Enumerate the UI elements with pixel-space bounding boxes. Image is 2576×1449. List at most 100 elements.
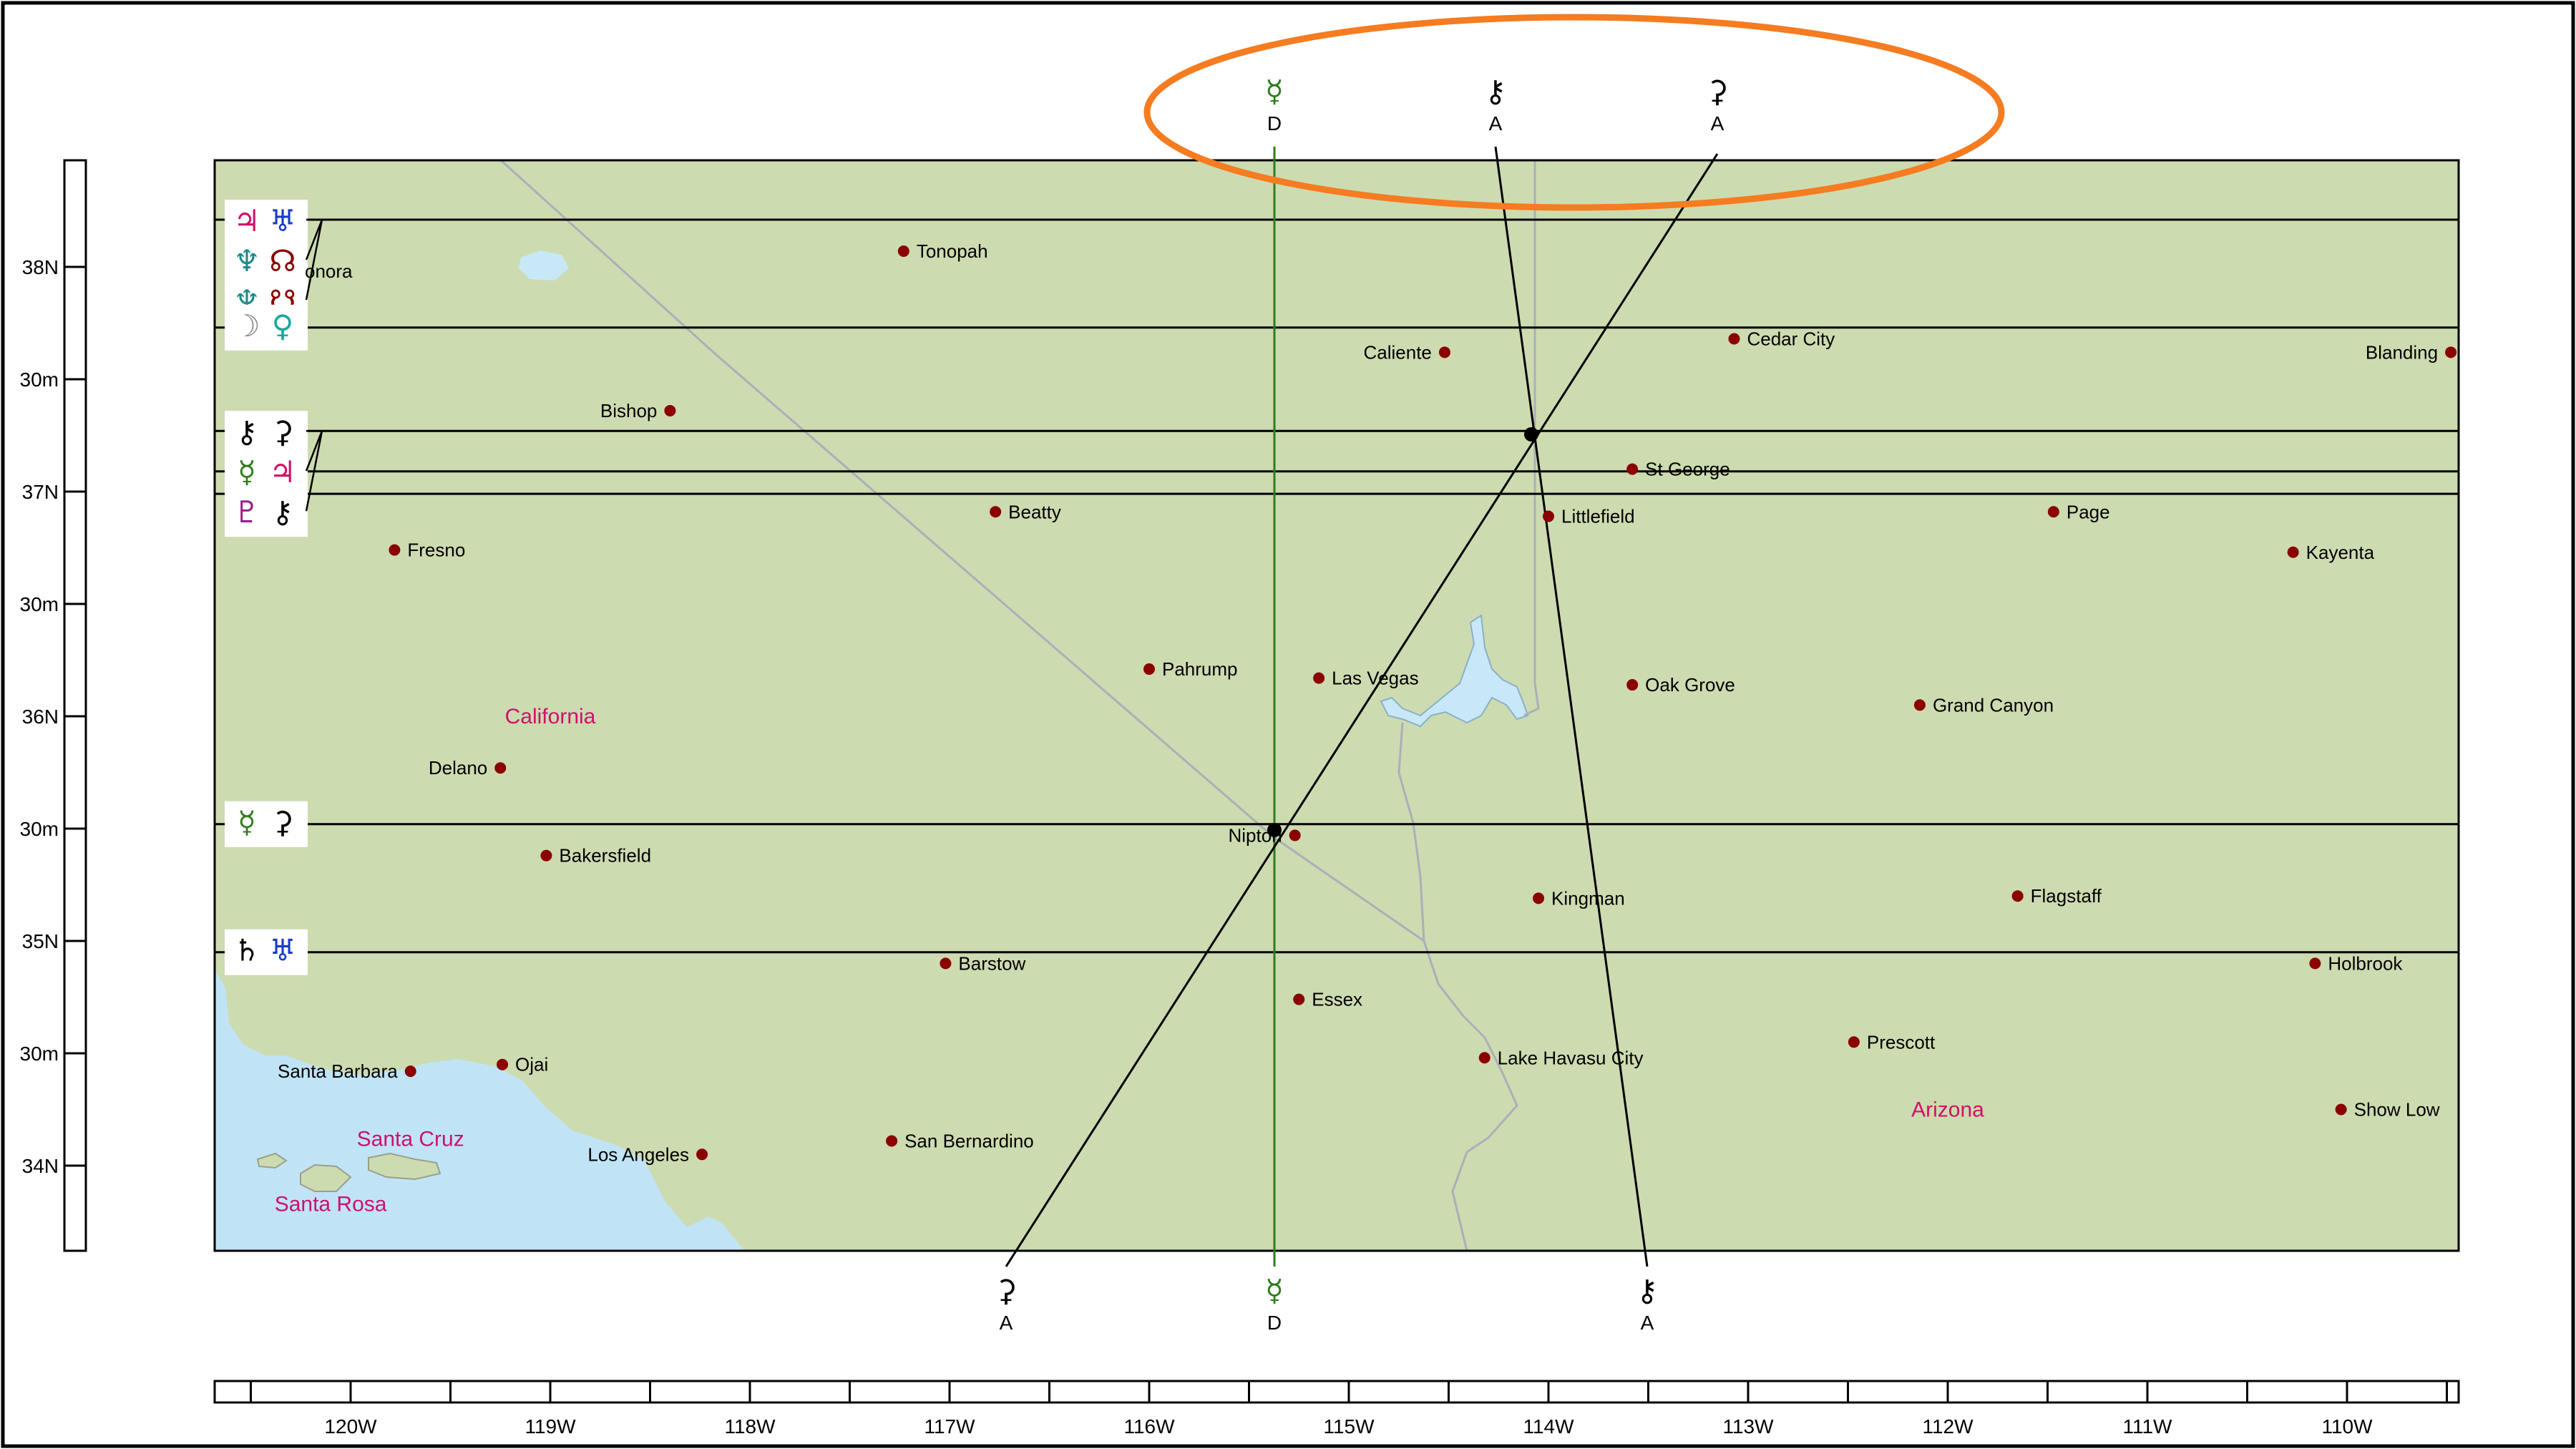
pluto-icon: ♇: [233, 494, 260, 530]
lat-tick-label: 34N: [22, 1155, 59, 1177]
city-dot-essex[interactable]: [1293, 993, 1305, 1005]
city-label-st-george: St George: [1645, 459, 1730, 480]
city-label-san-bernardino: San Bernardino: [904, 1130, 1034, 1151]
city-dot-los-angeles[interactable]: [696, 1148, 708, 1161]
city-label-tonopah: Tonopah: [917, 240, 988, 262]
city-dot-barstow[interactable]: [940, 957, 952, 970]
island-santa-cruz: [368, 1152, 441, 1181]
city-label-kingman: Kingman: [1551, 887, 1625, 909]
jupiter-icon: ♃: [269, 454, 296, 489]
city-dot-page[interactable]: [2047, 506, 2059, 518]
city-label-prescott: Prescott: [1867, 1031, 1936, 1053]
city-dot-show-low[interactable]: [2335, 1103, 2347, 1116]
city-dot-santa-barbara[interactable]: [404, 1065, 416, 1078]
city-label-oak-grove: Oak Grove: [1645, 674, 1735, 696]
chiron-asc-line[interactable]: [1494, 146, 1649, 1267]
island-santa-rosa: [300, 1163, 352, 1192]
highlight-ellipse: [1143, 14, 2005, 211]
map-area[interactable]: [215, 160, 2459, 1251]
paran-intersection[interactable]: [1267, 823, 1282, 837]
lon-tick-label: 115W: [1323, 1415, 1375, 1438]
city-dot-blanding[interactable]: [2445, 346, 2457, 358]
land: [215, 160, 2459, 1251]
ceres-icon: ⚳: [272, 805, 294, 840]
city-dot-beatty[interactable]: [990, 506, 1002, 518]
line-angle-label-top: A: [1711, 112, 1724, 135]
planet-lines: [1005, 146, 1719, 1267]
city-dot-st-george[interactable]: [1626, 463, 1639, 475]
lat-tick-label: 35N: [22, 930, 59, 952]
neptune-icon: ♆: [233, 243, 260, 278]
city-dot-grand-canyon[interactable]: [1913, 699, 1926, 711]
lat-tick-label: 38N: [22, 256, 59, 278]
city-dot-pahrump[interactable]: [1143, 663, 1155, 675]
paran-connector: [305, 219, 323, 301]
city-label-las-vegas: Las Vegas: [1332, 668, 1418, 689]
paran-connector: [305, 430, 323, 472]
lon-tick-label: 116W: [1123, 1415, 1175, 1438]
mercury-icon: ☿: [238, 454, 256, 489]
city-label-barstow: Barstow: [958, 952, 1025, 974]
city-label-littlefield: Littlefield: [1561, 506, 1635, 527]
line-angle-label-bottom: A: [1000, 1312, 1013, 1334]
city-dot-bakersfield[interactable]: [540, 849, 552, 862]
city-dot-caliente[interactable]: [1438, 346, 1450, 358]
city-label-lake-havasu-city: Lake Havasu City: [1498, 1047, 1644, 1068]
uranus-icon: ♅: [269, 203, 296, 238]
paran-glyph-box: [225, 304, 308, 351]
lake-mono: [519, 250, 569, 280]
mercury-icon: ☿: [238, 805, 256, 840]
city-dot-prescott[interactable]: [1848, 1036, 1860, 1048]
city-dot-tonopah[interactable]: [897, 245, 909, 258]
state-label-california: California: [505, 705, 596, 728]
city-label-bishop: Bishop: [600, 400, 658, 421]
city-label-holbrook: Holbrook: [2328, 952, 2403, 974]
city-dot-holbrook[interactable]: [2309, 957, 2321, 970]
paran-lines: ♃ ♅♆ ☊♆ ☋☽ ♀⚷ ⚳☿ ♃♇ ⚷☿ ⚳♄ ♅: [215, 200, 2459, 975]
jupiter-icon: ♃: [233, 203, 260, 238]
chiron-icon: ⚷: [1485, 74, 1507, 109]
city-dot-oak-grove[interactable]: [1626, 679, 1639, 691]
city-label-nipton: Nipton: [1229, 824, 1282, 846]
city-dot-lake-havasu-city[interactable]: [1478, 1052, 1491, 1064]
ceres-asc-line[interactable]: [1005, 153, 1719, 1267]
lon-tick-label: 111W: [2123, 1415, 2173, 1438]
lon-tick-label: 120W: [324, 1415, 377, 1438]
city-dot-bishop[interactable]: [664, 404, 676, 416]
ceres-icon: ⚳: [1707, 74, 1729, 109]
city-dot-flagstaff[interactable]: [2011, 890, 2024, 902]
paran-intersection[interactable]: [1524, 427, 1538, 441]
chiron-icon: ⚷: [236, 414, 258, 449]
lat-tick-label: 30m: [20, 1043, 59, 1065]
paran-glyph-box: [225, 801, 308, 847]
lon-tick-label: 119W: [525, 1415, 576, 1438]
city-label-bakersfield: Bakersfield: [559, 845, 651, 867]
city-dot-kayenta[interactable]: [2287, 546, 2299, 558]
city-dot-ojai[interactable]: [497, 1058, 509, 1070]
california-nevada-border: [499, 160, 1425, 942]
city-label-grand-canyon: Grand Canyon: [1933, 694, 2054, 716]
longitude-axis: 120W 119W 118W 117W 116W 115W 114W 113W 112W 111W…: [213, 1380, 2460, 1438]
city-dot-littlefield[interactable]: [1543, 510, 1554, 522]
lon-tick-label: 114W: [1523, 1415, 1574, 1438]
city-label-sonora: onora: [305, 260, 353, 282]
city-label-kayenta: Kayenta: [2306, 542, 2375, 563]
mercury-icon: ☿: [1265, 74, 1284, 109]
paran-glyph-box: [225, 411, 308, 537]
city-label-ojai: Ojai: [515, 1054, 548, 1075]
arizona-nevada-border: [1523, 683, 1540, 717]
city-dot-san-bernardino[interactable]: [886, 1135, 898, 1147]
city-dot-las-vegas[interactable]: [1313, 672, 1325, 684]
city-dot-fresno[interactable]: [389, 544, 401, 556]
city-dot-kingman[interactable]: [1533, 892, 1545, 904]
city-label-essex: Essex: [1312, 989, 1362, 1010]
city-dot-delano[interactable]: [494, 762, 507, 774]
city-dot-nipton[interactable]: [1289, 829, 1301, 841]
line-angle-label-bottom: D: [1267, 1312, 1282, 1334]
city-dot-cedar-city[interactable]: [1728, 333, 1740, 345]
city-label-show-low: Show Low: [2354, 1099, 2440, 1121]
island-small: [256, 1152, 288, 1169]
ceres-icon: ⚳: [272, 414, 294, 449]
lon-tick-label: 112W: [1922, 1415, 1974, 1438]
